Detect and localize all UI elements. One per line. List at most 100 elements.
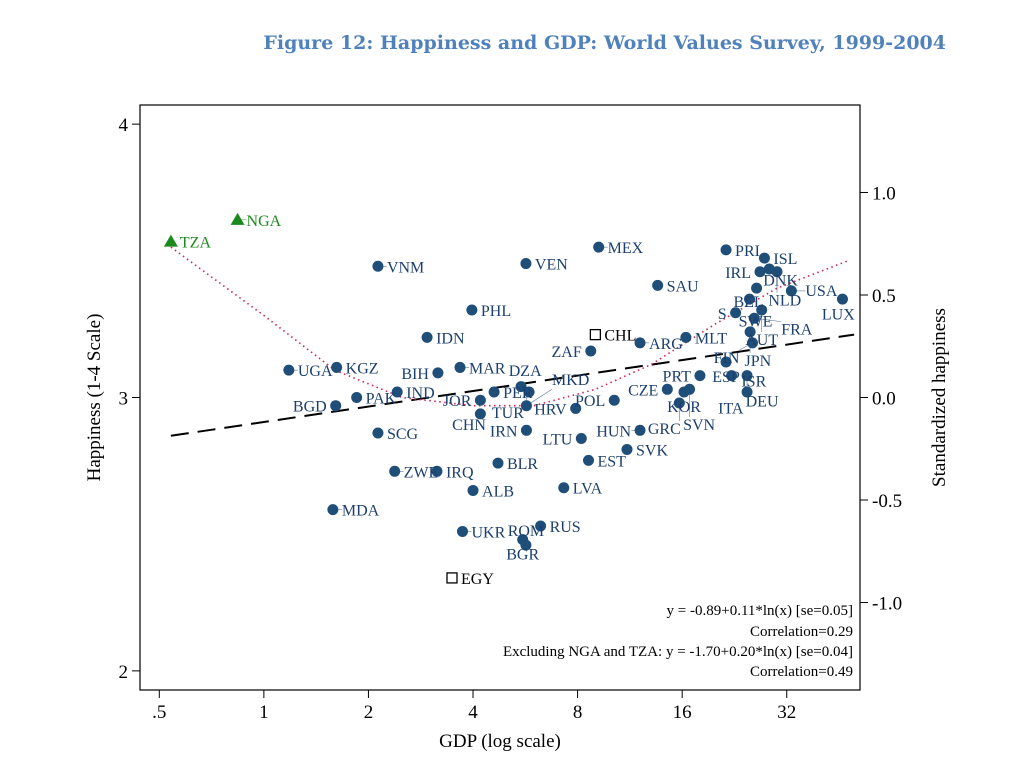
point-prt [694,370,706,382]
point-label: MKD [552,372,589,389]
point-est [583,454,595,466]
point-label: ALB [482,483,514,500]
point-label: IRL [725,265,751,282]
x-tick-label: 4 [468,702,478,723]
y-tick-label: 2 [119,662,129,683]
point-label: UGA [298,363,333,380]
point-per [488,386,500,398]
point-label: SVK [636,442,668,459]
point-label: JOR [443,393,472,410]
point-label: DNK [763,272,798,289]
point-irq [431,465,443,477]
point-dza [515,381,527,393]
point-hun [634,424,646,436]
point-arg [634,337,646,349]
point-sau [652,279,664,291]
annotation: Correlation=0.29 [750,624,853,640]
point-ven [520,258,532,270]
x-axis-label: GDP (log scale) [439,731,561,752]
point-label: ROM [508,523,544,540]
point-kgz [331,361,343,373]
point-label: KOR [667,399,701,416]
point-alb [467,484,479,496]
point-chl [589,328,602,341]
point-label: HUN [596,423,631,440]
point-label: LVA [573,481,603,498]
x-tick-label: 32 [777,702,796,723]
point-usa [785,285,797,297]
point-fin [746,337,758,349]
x-tick-label: .5 [152,702,166,723]
point-label: ISL [773,251,797,268]
point-s [730,307,742,319]
x-tick-label: 8 [573,702,583,723]
y2-tick-label: -1.0 [872,594,902,615]
point-jor [474,394,486,406]
point-label: SVN [683,417,715,434]
point-label: EGY [461,571,494,588]
annotation: y = -0.89+0.11*ln(x) [se=0.05] [667,603,853,619]
point-jpn [744,326,756,338]
point-lux [836,293,848,305]
lowess-curve [170,246,849,407]
y2-tick-label: 1.0 [872,183,896,204]
point-label: MDA [342,503,380,520]
point-label: MEX [608,240,644,257]
point-label: MLT [695,330,728,347]
point-label: CZE [628,382,658,399]
point-irl [754,266,766,278]
point-label: MAR [469,360,506,377]
point-pri [720,244,732,256]
point-label: FRA [781,322,813,339]
point-label: BIH [401,366,429,383]
point-mda [327,504,339,516]
regression-line [170,333,855,437]
point-ltu [575,433,587,445]
point-label: ESP [712,369,740,386]
point-label: BLR [507,456,538,473]
point-aut [756,304,768,316]
point-label: HRV [534,401,567,418]
point-label: CHN [452,417,486,434]
point-label: GRC [648,421,681,438]
point-nga [230,212,245,225]
y-tick-label: 3 [119,389,129,410]
annotation: Excluding NGA and TZA: y = -1.70+0.20*ln… [503,644,853,660]
x-tick-label: 2 [364,702,374,723]
point-ita [741,386,753,398]
point-bgd [330,400,342,412]
annotation: Correlation=0.49 [750,664,853,680]
point-label: BEL [733,294,763,311]
point-chn [474,408,486,420]
point-label: EST [598,453,627,470]
y-axis-label: Happiness (1-4 Scale) [84,314,105,482]
point-label: ZAF [552,344,582,361]
point-label: PHL [481,303,511,320]
point-bel [751,282,763,294]
point-vnm [372,260,384,272]
point-label: TUR [492,405,524,422]
point-bih [432,367,444,379]
point-label: SAU [667,278,699,295]
point-fra [748,312,760,324]
point-ind [391,386,403,398]
point-label: IRN [490,423,518,440]
point-irn [520,424,532,436]
point-label: PER [503,385,533,402]
point-zaf [585,345,597,357]
y-tick-label: 4 [119,115,129,136]
point-label: BGR [506,547,539,564]
point-pol [608,394,620,406]
point-label: JPN [745,353,772,370]
point-phl [466,304,478,316]
point-lva [558,482,570,494]
point-rom [520,539,532,551]
point-label: LTU [543,432,573,449]
point-label: CHL [604,328,636,345]
point-label: ARG [649,336,683,353]
point-swe [744,293,756,305]
point-isl [758,252,770,264]
point-label: SWE [739,313,773,330]
point-ukr [456,525,468,537]
